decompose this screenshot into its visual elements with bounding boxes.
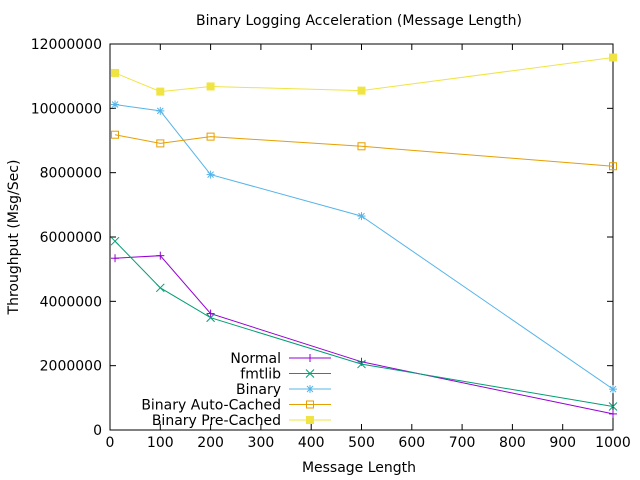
y-tick-label: 0 — [93, 423, 102, 439]
x-tick-label: 400 — [298, 435, 325, 451]
x-tick-label: 100 — [147, 435, 174, 451]
data-point-fmtlib — [206, 313, 215, 323]
data-point-binary-pre-cached — [156, 87, 165, 96]
data-point-binary-auto-cached — [111, 130, 120, 139]
legend-label: Binary Pre-Cached — [152, 413, 281, 429]
x-tick-label: 600 — [398, 435, 425, 451]
y-axis-label: Throughput (Msg/Sec) — [6, 160, 22, 316]
legend-marker — [306, 416, 314, 424]
series-line-binary — [114, 104, 614, 390]
data-point-binary — [357, 212, 366, 221]
legend-entry-binary-auto-cached: Binary Auto-Cached — [141, 398, 331, 414]
data-point-fmtlib — [155, 283, 165, 293]
data-point-fmtlib — [357, 359, 366, 369]
legend-marker — [306, 385, 314, 393]
series-line-fmtlib — [114, 240, 614, 407]
data-point-binary — [206, 170, 215, 179]
x-tick-label: 900 — [549, 435, 576, 451]
data-point-normal — [206, 309, 215, 318]
y-axis: 0 2000000 4000000 6000000 8000000 10000000 120… — [31, 37, 613, 439]
y-tick-label: 6000000 — [40, 230, 102, 246]
data-point-fmtlib — [608, 402, 618, 411]
legend-entry-normal: Normal — [230, 351, 331, 367]
y-tick-label: 4000000 — [40, 294, 102, 310]
legend-entry-binary: Binary — [236, 382, 331, 398]
data-point-binary — [111, 100, 120, 109]
x-tick-label: 1000 — [595, 435, 631, 451]
legend-marker — [306, 354, 314, 362]
x-tick-label: 200 — [197, 435, 224, 451]
data-point-binary-pre-cached — [357, 86, 366, 95]
legend-label: Normal — [230, 351, 281, 367]
data-point-normal — [609, 409, 617, 418]
data-point-binary-auto-cached — [156, 139, 165, 148]
plot-border — [109, 43, 614, 431]
series-line-binary-auto-cached — [114, 134, 614, 167]
data-point-binary-pre-cached — [609, 53, 617, 62]
legend-label: Binary — [236, 382, 281, 398]
series-line-normal — [114, 255, 614, 415]
data-point-binary — [609, 385, 617, 394]
plot-frame — [109, 43, 614, 431]
legend-marker — [306, 400, 314, 409]
data-point-binary-pre-cached — [206, 82, 215, 91]
chart-title: Binary Logging Acceleration (Message Len… — [196, 13, 522, 29]
data-point-binary-auto-cached — [206, 132, 215, 141]
legend-marker — [305, 369, 315, 378]
data-point-fmtlib — [110, 236, 120, 246]
y-tick-label: 8000000 — [40, 166, 102, 182]
x-tick-label: 300 — [248, 435, 275, 451]
data-point-binary-auto-cached — [609, 162, 617, 171]
legend-label: Binary Auto-Cached — [141, 398, 281, 414]
data-point-normal — [156, 251, 165, 260]
x-tick-label: 700 — [449, 435, 476, 451]
y-tick-label: 12000000 — [31, 37, 102, 53]
series-line-binary-pre-cached — [114, 57, 614, 93]
data-point-normal — [111, 254, 120, 263]
x-tick-label: 800 — [499, 435, 526, 451]
y-tick-label: 2000000 — [40, 359, 102, 375]
legend-entry-binary-pre-cached: Binary Pre-Cached — [152, 413, 331, 429]
x-axis: 0 100 200 300 400 500 600 700 800 900 1000 — [106, 44, 631, 451]
x-tick-label: 500 — [348, 435, 375, 451]
y-tick-label: 10000000 — [31, 101, 102, 117]
data-point-binary-pre-cached — [111, 68, 120, 77]
series-markers — [110, 53, 618, 418]
data-point-binary-auto-cached — [357, 142, 366, 151]
data-point-binary — [156, 106, 165, 115]
series-lines — [114, 57, 614, 415]
legend-entry-fmtlib: fmtlib — [240, 367, 331, 383]
legend-label: fmtlib — [240, 367, 281, 383]
x-axis-label: Message Length — [302, 460, 416, 476]
x-tick-label: 0 — [106, 435, 115, 451]
